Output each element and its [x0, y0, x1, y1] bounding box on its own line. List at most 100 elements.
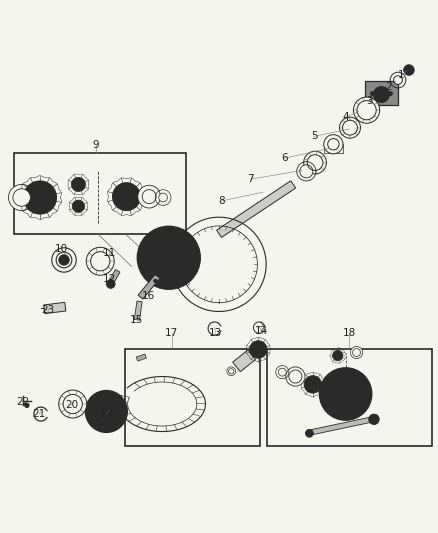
Circle shape — [304, 151, 326, 174]
Text: 19: 19 — [100, 409, 113, 419]
Polygon shape — [134, 301, 142, 320]
Circle shape — [353, 97, 380, 123]
Circle shape — [327, 376, 364, 413]
Circle shape — [370, 92, 374, 95]
Circle shape — [322, 392, 325, 395]
Circle shape — [389, 92, 392, 95]
Circle shape — [227, 367, 236, 376]
Circle shape — [138, 185, 160, 208]
Circle shape — [180, 233, 184, 237]
Circle shape — [23, 181, 57, 214]
Circle shape — [59, 255, 69, 265]
Circle shape — [332, 350, 343, 361]
Bar — [125, 350, 261, 446]
Circle shape — [72, 200, 85, 212]
Text: 11: 11 — [102, 247, 116, 257]
Text: 10: 10 — [54, 244, 67, 254]
Polygon shape — [310, 417, 373, 435]
Text: 2: 2 — [385, 83, 392, 93]
Circle shape — [142, 190, 156, 204]
Text: 14: 14 — [255, 326, 268, 336]
Circle shape — [406, 67, 412, 72]
Text: 17: 17 — [165, 328, 178, 338]
Circle shape — [276, 366, 289, 379]
Circle shape — [310, 381, 316, 387]
Circle shape — [404, 65, 414, 75]
Circle shape — [123, 410, 125, 413]
Circle shape — [71, 177, 85, 191]
Text: 23: 23 — [41, 305, 54, 315]
Circle shape — [34, 192, 46, 203]
Circle shape — [394, 76, 403, 84]
Circle shape — [305, 430, 313, 437]
Text: 3: 3 — [366, 96, 373, 107]
Circle shape — [59, 390, 87, 418]
Circle shape — [56, 252, 72, 268]
Circle shape — [85, 391, 127, 432]
Circle shape — [307, 155, 323, 171]
Circle shape — [339, 117, 360, 138]
Circle shape — [366, 392, 370, 395]
Circle shape — [350, 346, 363, 359]
Circle shape — [147, 236, 191, 280]
Circle shape — [159, 193, 167, 202]
Circle shape — [155, 190, 171, 205]
Polygon shape — [216, 181, 296, 237]
Text: 8: 8 — [218, 196, 225, 206]
Circle shape — [355, 373, 358, 376]
Bar — [267, 350, 432, 446]
Circle shape — [255, 346, 261, 352]
Circle shape — [140, 256, 144, 260]
Circle shape — [319, 368, 372, 420]
Circle shape — [328, 139, 339, 150]
Circle shape — [357, 101, 376, 120]
Circle shape — [279, 368, 286, 376]
Text: 4: 4 — [343, 112, 349, 122]
Polygon shape — [109, 270, 120, 285]
Text: 1: 1 — [398, 70, 405, 80]
Circle shape — [9, 184, 35, 211]
Circle shape — [138, 227, 200, 289]
Circle shape — [353, 349, 360, 357]
Text: 22: 22 — [16, 397, 29, 407]
Circle shape — [96, 426, 99, 428]
Circle shape — [333, 373, 336, 376]
Circle shape — [86, 247, 114, 275]
Circle shape — [250, 341, 267, 358]
Circle shape — [369, 414, 379, 425]
Polygon shape — [233, 350, 255, 372]
Circle shape — [390, 72, 406, 88]
Circle shape — [52, 248, 76, 272]
Circle shape — [76, 204, 81, 208]
Text: 21: 21 — [32, 409, 46, 419]
Circle shape — [304, 376, 321, 393]
Text: 9: 9 — [92, 140, 99, 150]
Text: 18: 18 — [343, 328, 356, 338]
Circle shape — [335, 384, 356, 405]
Text: 20: 20 — [65, 400, 78, 410]
Text: 16: 16 — [141, 291, 155, 301]
Circle shape — [154, 279, 157, 283]
Circle shape — [106, 280, 115, 288]
Circle shape — [336, 354, 339, 358]
Circle shape — [194, 256, 198, 260]
Circle shape — [113, 183, 141, 211]
Text: 13: 13 — [209, 328, 222, 338]
Circle shape — [96, 395, 99, 397]
Polygon shape — [138, 264, 168, 299]
Text: 6: 6 — [281, 153, 288, 163]
Bar — [14, 153, 186, 234]
Circle shape — [114, 395, 117, 397]
Circle shape — [13, 189, 30, 206]
Circle shape — [343, 120, 357, 135]
Text: 7: 7 — [247, 174, 254, 184]
Circle shape — [87, 410, 90, 413]
Circle shape — [324, 135, 343, 154]
Circle shape — [374, 87, 389, 102]
Bar — [365, 80, 398, 105]
Circle shape — [229, 369, 234, 374]
Circle shape — [98, 403, 115, 420]
Circle shape — [156, 245, 181, 270]
Circle shape — [92, 397, 121, 426]
Circle shape — [76, 182, 81, 187]
